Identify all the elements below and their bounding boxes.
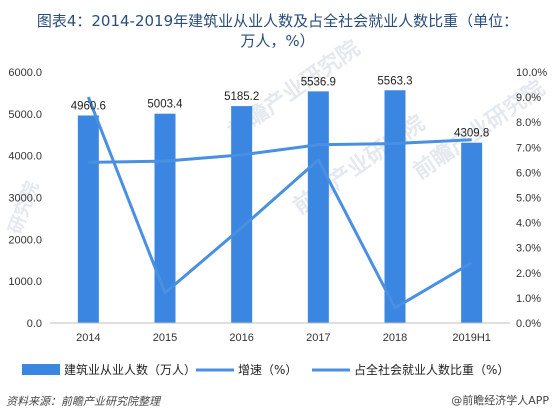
bar-2014 [77,115,99,323]
right-axis-tick: 9.0% [516,92,541,104]
bar-2018 [384,90,406,323]
x-axis-tick-2016: 2016 [229,332,253,344]
lines-layer [86,96,473,310]
left-axis-tick: 1000.0 [8,276,42,288]
x-axis-tick-2019H1: 2019H1 [452,332,491,344]
bar-2016 [231,106,253,323]
x-axis-tick-2015: 2015 [153,332,177,344]
data-label-2017: 5536.9 [301,76,336,88]
left-axis-tick: 4000.0 [8,151,42,163]
right-axis-tick: 4.0% [516,218,541,230]
x-axis-tick-2014: 2014 [76,332,100,344]
watermark-text: 研究院 [4,178,43,236]
right-axis-tick: 2.0% [516,268,541,280]
data-label-2018: 5563.3 [377,75,412,87]
data-label-2016: 5185.2 [224,91,259,103]
right-axis-tick: 10.0% [516,67,547,79]
line-employment-share [88,138,472,164]
bar-2017 [307,91,329,323]
left-axis-tick: 2000.0 [8,234,42,246]
data-label-2019H1: 4309.8 [454,128,489,140]
data-label-2014: 4960.6 [71,100,106,112]
x-axis-tick-2017: 2017 [306,332,330,344]
bars-layer [77,90,483,323]
brand-credit: @前瞻经济学人APP [451,394,549,407]
left-axis-tick: 5000.0 [8,109,42,121]
data-label-2015: 5003.4 [147,99,183,111]
x-axis-tick-2018: 2018 [383,332,407,344]
left-axis-tick: 3000.0 [8,193,42,205]
legend-label-growth: 增速（%） [238,363,297,377]
right-axis-tick: 1.0% [516,293,541,305]
right-axis-tick: 7.0% [516,142,541,154]
axes-layer: 0.0 1000.0 2000.0 3000.0 4000.0 5000.0 6000.0 0… [8,67,547,344]
right-axis-tick: 6.0% [516,167,541,179]
left-axis-tick: 0.0 [27,318,42,330]
right-axis-tick: 3.0% [516,243,541,255]
right-axis-tick: 0.0% [516,318,541,330]
right-axis-tick: 8.0% [516,117,541,129]
left-axis-tick: 6000.0 [8,67,42,79]
line-growth-rate [86,96,473,310]
bar-2015 [154,113,176,323]
labels-layer: 4960.6 5003.4 5185.2 5536.9 5563.3 4309.8 [71,75,490,139]
right-axis-tick: 5.0% [516,193,541,205]
chart-title-line2: 万人，%） [240,32,315,50]
bar-2019H1 [461,142,483,323]
legend-label-bar: 建筑业从业人数（万人） [64,362,196,377]
legend-label-share: 占全社会就业人数比重（%） [354,362,509,377]
chart-title-line1: 图表4：2014-2019年建筑业从业人数及占全社会就业人数比重（单位： [36,12,519,30]
legend: 建筑业从业人数（万人） 增速（%） 占全社会就业人数比重（%） [22,362,509,377]
source-note: 资料来源：前瞻产业研究院整理 [6,395,160,408]
legend-swatch-bar [22,364,60,375]
